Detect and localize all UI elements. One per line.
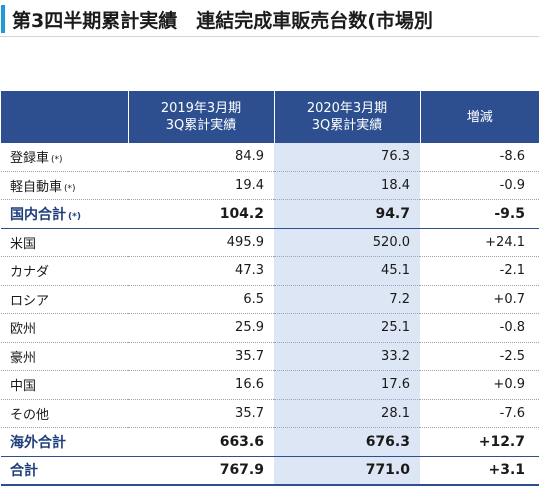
prev-value-cell: 767.9 — [128, 455, 274, 486]
current-value-cell: 76.3 — [274, 143, 420, 172]
row-label: 豪州 — [10, 350, 37, 366]
row-label: 海外合計 — [10, 434, 66, 451]
current-value-cell: 17.6 — [274, 370, 420, 400]
row-note: (*) — [68, 211, 81, 222]
row-label-cell: 米国 — [1, 228, 128, 257]
row-label: カナダ — [10, 265, 50, 281]
current-value-cell: 676.3 — [274, 427, 420, 457]
current-value-cell: 18.4 — [274, 171, 420, 200]
table-row: 米国 495.9 520.0 +24.1 — [1, 228, 539, 257]
title-bar: 第3四半期累計実績 連結完成車販売台数(市場別 — [0, 4, 539, 34]
row-label: 米国 — [10, 236, 37, 252]
page-title: 第3四半期累計実績 連結完成車販売台数(市場別 — [12, 9, 433, 32]
title-divider — [0, 36, 539, 37]
prev-value-cell: 495.9 — [128, 228, 274, 257]
change-value-cell: -2.1 — [420, 256, 539, 286]
current-value-cell: 33.2 — [274, 342, 420, 371]
current-value-cell: 25.1 — [274, 313, 420, 343]
prev-value-cell: 16.6 — [128, 370, 274, 400]
header-change: 増減 — [419, 91, 539, 143]
title-accent-bar — [1, 5, 5, 33]
row-label: 合計 — [10, 463, 38, 480]
prev-value-cell: 84.9 — [128, 143, 274, 172]
change-value-cell: -2.5 — [420, 342, 539, 371]
header-cur-line2: 3Q累計実績 — [311, 118, 383, 133]
header-prev-line1: 2019年3月期 — [160, 101, 242, 116]
table-body: 登録車 (*) 84.9 76.3 -8.6 軽自動車 (*) 19.4 18.4 -0.9 国内合… — [1, 143, 539, 486]
header-prev-period: 2019年3月期 3Q累計実績 — [127, 91, 274, 143]
row-label-cell: 海外合計 — [1, 427, 128, 457]
table-row: 国内合計 (*) 104.2 94.7 -9.5 — [1, 199, 539, 229]
header-label — [1, 91, 128, 143]
row-label-cell: 登録車 (*) — [1, 143, 128, 172]
row-label: 登録車 — [10, 151, 50, 167]
row-label-cell: 国内合計 (*) — [1, 199, 128, 229]
prev-value-cell: 663.6 — [128, 427, 274, 457]
current-value-cell: 94.7 — [274, 199, 420, 229]
header-current-period: 2020年3月期 3Q累計実績 — [273, 91, 420, 143]
row-label: 中国 — [10, 379, 37, 395]
change-value-cell: +24.1 — [420, 228, 539, 257]
current-value-cell: 520.0 — [274, 228, 420, 257]
header-cur-line1: 2020年3月期 — [306, 101, 388, 116]
table-row: 海外合計 663.6 676.3 +12.7 — [1, 427, 539, 457]
table-row: 欧州 25.9 25.1 -0.8 — [1, 313, 539, 343]
change-value-cell: +3.1 — [420, 455, 539, 486]
table-row: 中国 16.6 17.6 +0.9 — [1, 370, 539, 400]
table-row: ロシア 6.5 7.2 +0.7 — [1, 285, 539, 314]
sales-table: 2019年3月期 3Q累計実績 2020年3月期 3Q累計実績 増減 登録車 (*… — [1, 91, 539, 486]
row-label-cell: 中国 — [1, 370, 128, 400]
table-row: 登録車 (*) 84.9 76.3 -8.6 — [1, 143, 539, 172]
change-value-cell: +0.7 — [420, 285, 539, 314]
row-label: 欧州 — [10, 322, 37, 338]
row-label-cell: 軽自動車 (*) — [1, 171, 128, 200]
change-value-cell: -0.8 — [420, 313, 539, 343]
row-label: その他 — [10, 407, 50, 423]
row-note: (*) — [64, 183, 76, 194]
row-label-cell: カナダ — [1, 256, 128, 286]
prev-value-cell: 104.2 — [128, 199, 274, 229]
table-row: 合計 767.9 771.0 +3.1 — [1, 455, 539, 486]
row-label-cell: 豪州 — [1, 342, 128, 371]
current-value-cell: 771.0 — [274, 455, 420, 486]
current-value-cell: 45.1 — [274, 256, 420, 286]
row-note: (*) — [51, 155, 63, 166]
row-label: 国内合計 — [10, 206, 66, 223]
row-label-cell: 合計 — [1, 455, 128, 486]
prev-value-cell: 35.7 — [128, 399, 274, 428]
header-row: 2019年3月期 3Q累計実績 2020年3月期 3Q累計実績 増減 — [1, 91, 539, 143]
table-row: 軽自動車 (*) 19.4 18.4 -0.9 — [1, 171, 539, 200]
change-value-cell: -9.5 — [420, 199, 539, 229]
row-label-cell: 欧州 — [1, 313, 128, 343]
change-value-cell: -8.6 — [420, 143, 539, 172]
table-row: 豪州 35.7 33.2 -2.5 — [1, 342, 539, 371]
header-prev-line2: 3Q累計実績 — [165, 118, 237, 133]
current-value-cell: 28.1 — [274, 399, 420, 428]
prev-value-cell: 25.9 — [128, 313, 274, 343]
row-label-cell: ロシア — [1, 285, 128, 314]
change-value-cell: +12.7 — [420, 427, 539, 457]
prev-value-cell: 35.7 — [128, 342, 274, 371]
row-label: ロシア — [10, 293, 50, 309]
change-value-cell: -0.9 — [420, 171, 539, 200]
change-value-cell: +0.9 — [420, 370, 539, 400]
prev-value-cell: 6.5 — [128, 285, 274, 314]
prev-value-cell: 19.4 — [128, 171, 274, 200]
table-row: カナダ 47.3 45.1 -2.1 — [1, 256, 539, 286]
change-value-cell: -7.6 — [420, 399, 539, 428]
row-label: 軽自動車 — [10, 179, 63, 195]
row-label-cell: その他 — [1, 399, 128, 428]
prev-value-cell: 47.3 — [128, 256, 274, 286]
current-value-cell: 7.2 — [274, 285, 420, 314]
table-row: その他 35.7 28.1 -7.6 — [1, 399, 539, 428]
